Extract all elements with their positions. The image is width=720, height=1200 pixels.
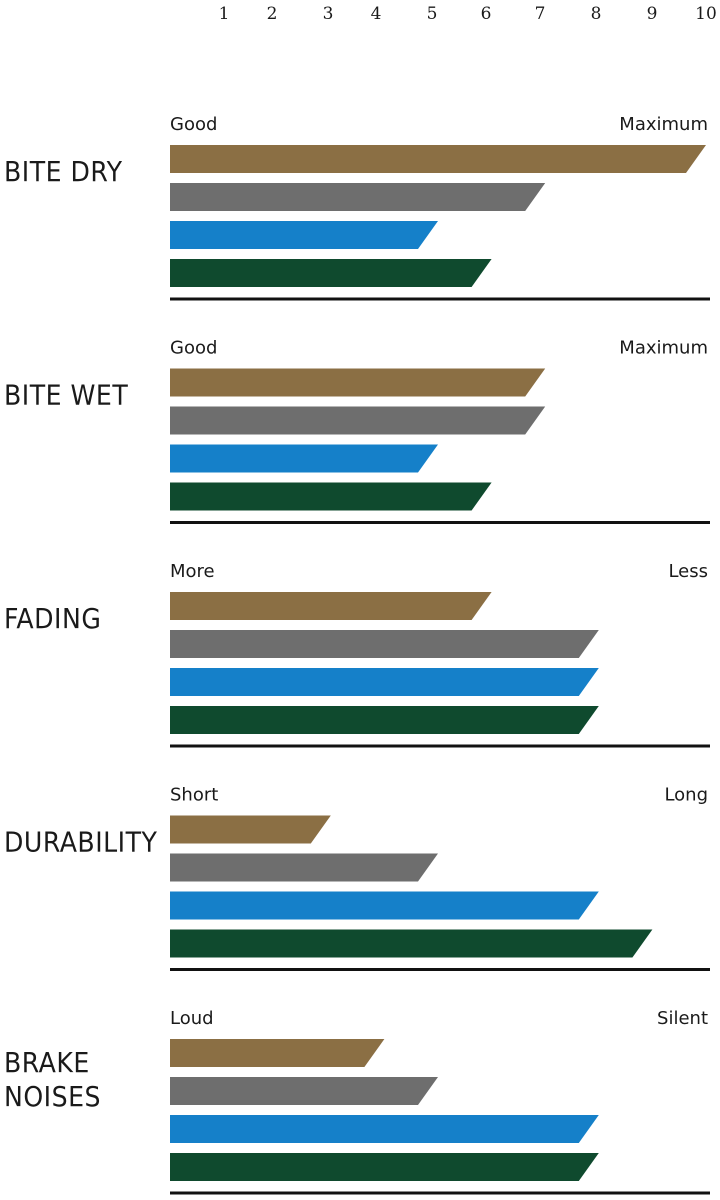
x-tick-label-2: 2 — [267, 4, 278, 24]
bar-0-2 — [170, 221, 438, 249]
x-tick-label-4: 4 — [371, 4, 382, 24]
chart-group-1: BITE WET Good Maximum — [4, 338, 710, 524]
bar-1-3 — [170, 482, 492, 511]
bar-4-3 — [170, 1153, 599, 1181]
bar-1-2 — [170, 444, 438, 473]
bar-3-0 — [170, 815, 331, 844]
bar-4-1 — [170, 1077, 438, 1105]
bar-2-0 — [170, 592, 492, 620]
bar-0-3 — [170, 259, 492, 287]
bar-2-3 — [170, 706, 599, 734]
bar-3-3 — [170, 929, 653, 958]
category-label: BRAKE — [4, 1046, 90, 1079]
scale-low-label: Good — [170, 338, 217, 359]
bar-1-0 — [170, 368, 546, 397]
x-tick-label-10: 10 — [695, 4, 717, 24]
x-tick-label-5: 5 — [427, 4, 438, 24]
chart-groups: BITE DRY Good Maximum BITE WET Good Maximum FA… — [4, 114, 710, 1195]
bar-4-2 — [170, 1115, 599, 1143]
x-axis-ticks: 1 2 3 4 5 6 7 8 9 10 — [219, 4, 717, 24]
category-label: BITE DRY — [4, 155, 123, 188]
scale-high-label: Maximum — [619, 338, 708, 359]
chart-group-3: DURABILITY Short Long — [4, 785, 710, 971]
bar-2-2 — [170, 668, 599, 696]
chart-group-0: BITE DRY Good Maximum — [4, 114, 710, 301]
x-tick-label-1: 1 — [219, 4, 230, 24]
scale-low-label: Loud — [170, 1008, 214, 1029]
x-tick-label-9: 9 — [647, 4, 658, 24]
category-label: FADING — [4, 602, 101, 635]
scale-low-label: Good — [170, 114, 217, 135]
scale-high-label: Silent — [657, 1008, 708, 1029]
bar-4-0 — [170, 1039, 385, 1067]
scale-low-label: More — [170, 561, 215, 582]
category-label: BITE WET — [4, 379, 128, 412]
category-label: NOISES — [4, 1080, 101, 1113]
bar-3-2 — [170, 891, 599, 920]
bar-0-1 — [170, 183, 546, 211]
category-label: DURABILITY — [4, 826, 157, 859]
bar-3-1 — [170, 853, 438, 882]
scale-high-label: Less — [668, 561, 708, 582]
chart-group-2: FADING More Less — [4, 561, 710, 748]
bar-2-1 — [170, 630, 599, 658]
x-tick-label-8: 8 — [591, 4, 602, 24]
scale-high-label: Maximum — [619, 114, 708, 135]
x-tick-label-7: 7 — [535, 4, 546, 24]
scale-high-label: Long — [664, 785, 708, 806]
x-tick-label-3: 3 — [323, 4, 334, 24]
scale-low-label: Short — [170, 785, 218, 806]
bar-1-1 — [170, 406, 546, 435]
bar-0-0 — [170, 145, 706, 173]
x-tick-label-6: 6 — [481, 4, 492, 24]
